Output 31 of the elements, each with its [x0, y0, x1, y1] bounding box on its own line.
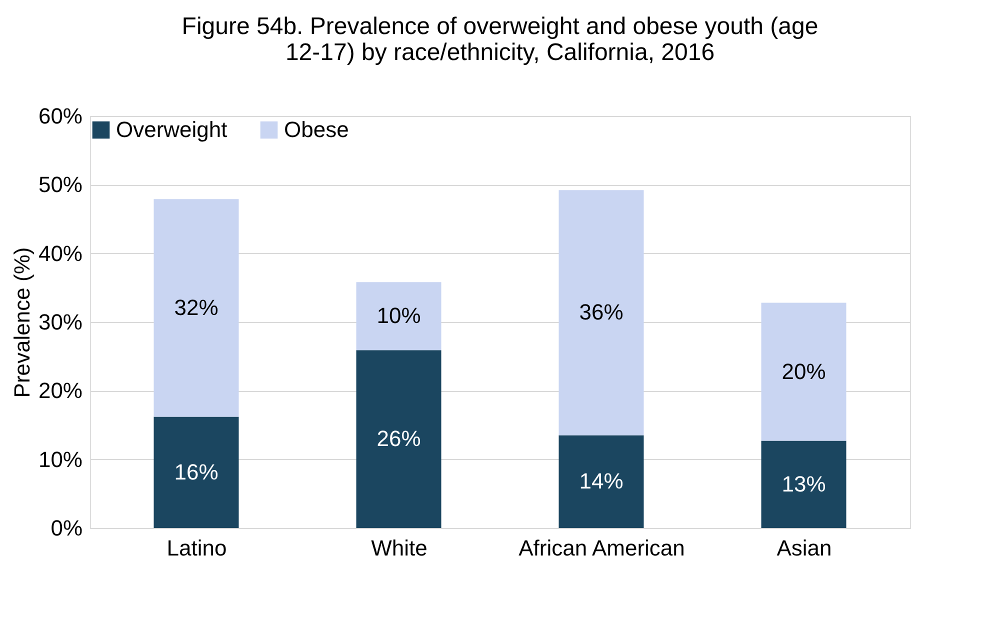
- y-tick-label: 10%: [38, 446, 82, 472]
- y-tick-label: 0%: [50, 516, 82, 540]
- legend-label: Obese: [284, 117, 349, 142]
- y-axis-title: Prevalence (%): [9, 247, 34, 398]
- bar: [761, 440, 846, 528]
- bar: [761, 302, 846, 441]
- y-tick-label: 60%: [38, 104, 82, 128]
- y-tick-label: 20%: [38, 378, 82, 404]
- y-tick-label: 50%: [38, 172, 82, 198]
- bar: [558, 190, 644, 436]
- data-label: 32%: [174, 294, 218, 320]
- data-label: 36%: [579, 300, 624, 325]
- bar: [356, 350, 442, 528]
- x-tick-label: Asian: [776, 536, 832, 560]
- bar: [558, 435, 644, 528]
- bar: [154, 199, 239, 417]
- data-label: 16%: [174, 459, 218, 484]
- bar: [356, 282, 442, 350]
- bar: [154, 416, 239, 528]
- x-tick-label: Latino: [166, 536, 227, 560]
- data-label: 26%: [376, 426, 421, 452]
- legend-label: Overweight: [116, 117, 228, 142]
- data-label: 13%: [782, 471, 826, 496]
- x-tick-label: White: [371, 536, 428, 560]
- y-tick-label: 40%: [38, 240, 82, 266]
- chart-title: Figure 54b. Prevalence of overweight and obese youth (age 12-17) by race/ethnicity, California, 2016: [182, 13, 818, 66]
- x-tick-label: African American: [518, 536, 685, 560]
- data-label: 14%: [579, 468, 624, 494]
- data-label: 10%: [376, 303, 421, 328]
- y-tick-label: 30%: [38, 310, 82, 334]
- data-label: 20%: [782, 358, 826, 384]
